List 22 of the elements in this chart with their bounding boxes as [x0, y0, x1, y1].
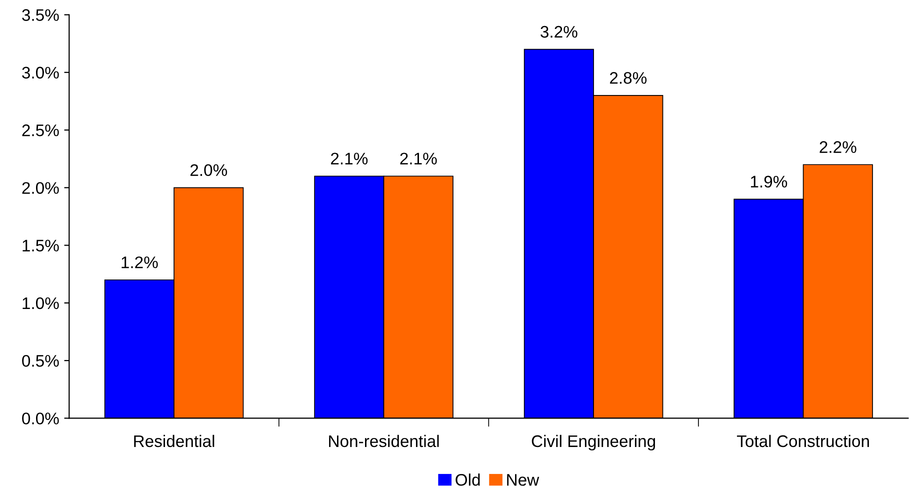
data-label: 2.2%: [820, 141, 856, 153]
data-label: 2.8%: [610, 72, 647, 84]
y-tick-label: 2.5%: [22, 124, 59, 136]
y-tick-label: 1.5%: [22, 240, 59, 252]
y-tick-label: 2.0%: [22, 182, 59, 194]
data-label: 1.9%: [750, 176, 788, 188]
y-tick-label: 3.5%: [22, 9, 59, 21]
y-tick-label: 3.0%: [22, 66, 59, 79]
y-tick-label: 1.0%: [22, 297, 59, 310]
data-label: 3.2%: [540, 26, 578, 38]
data-label: 2.0%: [190, 164, 228, 176]
x-tick-label: Civil Engineering: [532, 434, 655, 450]
legend-label: Old: [456, 474, 480, 486]
x-tick-label: Non-residential: [329, 434, 439, 448]
x-tick-label: Residential: [134, 434, 214, 448]
data-label: 2.1%: [331, 152, 368, 164]
legend-label: New: [507, 474, 540, 486]
y-tick-label: 0.5%: [22, 354, 59, 367]
data-label: 1.2%: [122, 256, 158, 268]
x-tick-label: Total Construction: [736, 434, 869, 448]
data-label: 2.1%: [400, 152, 437, 164]
y-tick-label: 0.0%: [22, 412, 59, 424]
